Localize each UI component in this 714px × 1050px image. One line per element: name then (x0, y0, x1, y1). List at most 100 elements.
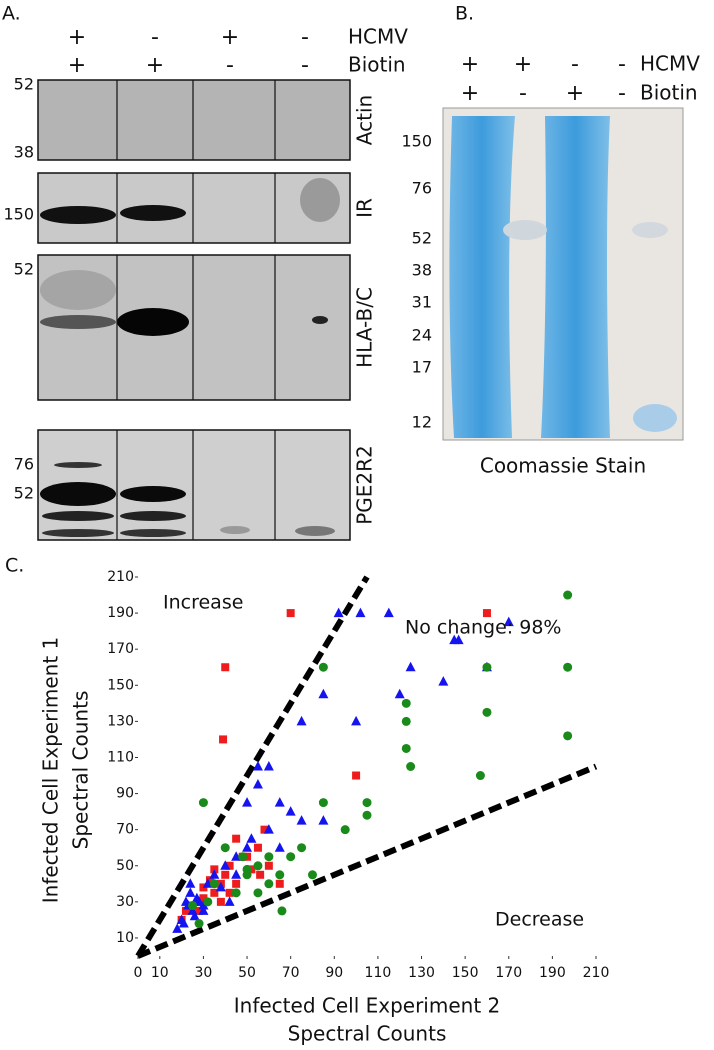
point (231, 869, 242, 879)
x-tick-label: 170 (495, 965, 522, 981)
blot-band (40, 206, 116, 224)
y-tick-label: 90 (116, 786, 134, 802)
point (172, 923, 183, 933)
point (252, 761, 263, 771)
point (453, 634, 464, 645)
point (274, 842, 285, 852)
y-tick-label: 210 (107, 569, 134, 585)
point (406, 762, 416, 771)
y-tick-label: 110 (107, 749, 134, 765)
point (383, 607, 394, 618)
condition-sign: - (226, 53, 234, 78)
x-tick-label: 110 (365, 965, 392, 981)
point (438, 676, 449, 686)
point (188, 900, 198, 910)
point (318, 688, 329, 699)
point (296, 715, 307, 726)
point (401, 698, 411, 708)
point (563, 662, 573, 672)
point (221, 870, 230, 879)
point (296, 815, 307, 825)
blot (37, 79, 351, 161)
point (238, 852, 248, 862)
point (215, 881, 226, 892)
blot-band (42, 529, 114, 537)
point (264, 879, 274, 889)
point (277, 906, 287, 916)
y-tick-label: 70 (116, 822, 134, 838)
point (225, 888, 234, 897)
point (401, 716, 411, 726)
caption: Coomassie Stain (480, 454, 646, 478)
point (178, 918, 189, 928)
marker-label: 52 (14, 484, 34, 503)
annotation: Decrease (495, 909, 584, 931)
point (286, 609, 295, 618)
marker-label: 52 (14, 75, 34, 94)
point (185, 887, 196, 897)
marker-label: 52 (14, 260, 34, 279)
point (475, 771, 485, 781)
point (219, 735, 228, 744)
y-tick-label: 190 (107, 605, 134, 621)
point (195, 906, 204, 915)
point (210, 888, 219, 897)
reference-line (136, 763, 598, 959)
blot-band (54, 462, 102, 468)
condition-sign: - (301, 53, 309, 78)
point (401, 743, 411, 753)
point (563, 590, 573, 600)
point (220, 860, 231, 870)
point (482, 707, 492, 717)
marker-label: 52 (412, 229, 432, 248)
point (355, 607, 366, 618)
panel-label: A. (2, 3, 21, 25)
blot-band (120, 205, 186, 221)
blot-label: HLA-B/C (353, 287, 377, 368)
blot-band (120, 511, 186, 521)
condition-sign: - (151, 25, 159, 50)
point (194, 919, 204, 929)
y-axis-label: Infected Cell Experiment 1 (39, 637, 63, 904)
point (256, 870, 265, 879)
blot-band (40, 270, 116, 310)
row-label: Biotin (348, 53, 406, 77)
point (209, 869, 220, 879)
y-tick-label: 150 (107, 677, 134, 693)
point (181, 906, 190, 915)
point (198, 798, 208, 808)
point (286, 852, 296, 862)
gel-lane (449, 116, 515, 438)
condition-sign: + (514, 52, 532, 77)
annotation: Increase (163, 592, 243, 614)
condition-sign: - (618, 52, 626, 77)
x-tick-label: 150 (452, 965, 479, 981)
x-axis-label: Infected Cell Experiment 2 (234, 994, 501, 1018)
y-tick-label: 130 (107, 713, 134, 729)
point (253, 843, 262, 852)
point (198, 905, 209, 915)
point (246, 833, 257, 843)
x-tick-label: 130 (408, 965, 435, 981)
annotation: No change: 98% (405, 617, 561, 639)
condition-sign: + (68, 53, 86, 78)
point (482, 662, 492, 672)
marker-label: 38 (412, 261, 432, 280)
point (263, 824, 274, 834)
gel-band (503, 220, 547, 240)
point (482, 609, 491, 618)
point (242, 797, 253, 807)
point (191, 892, 202, 903)
point (307, 870, 317, 880)
point (340, 825, 350, 835)
point (351, 715, 362, 726)
point (220, 843, 230, 853)
reference-line (135, 575, 370, 958)
blot-band (312, 316, 328, 324)
point (252, 779, 263, 789)
point (297, 843, 307, 853)
y-tick-label: 50 (116, 858, 134, 874)
point (224, 896, 235, 906)
point (203, 897, 213, 907)
blot-band (117, 308, 189, 336)
